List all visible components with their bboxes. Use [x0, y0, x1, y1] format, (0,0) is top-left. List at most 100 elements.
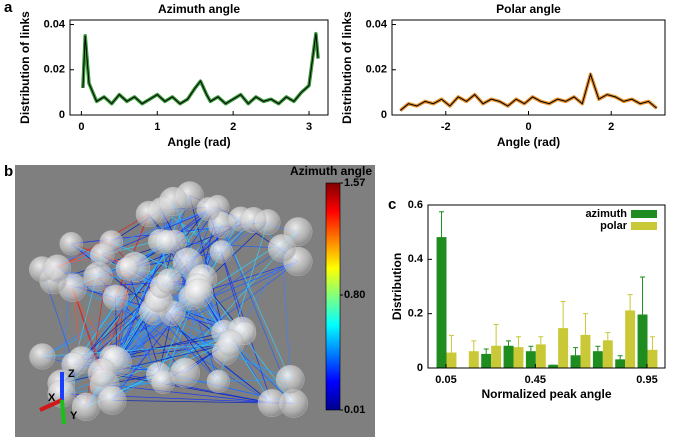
bar — [580, 334, 591, 369]
y-tick-label: 0.02 — [44, 64, 65, 76]
link — [281, 248, 291, 380]
link — [112, 261, 299, 360]
node — [155, 229, 180, 254]
y-tick-label: 0.04 — [366, 18, 388, 30]
node — [257, 389, 286, 418]
link — [191, 296, 294, 404]
error-bar — [493, 324, 499, 347]
node — [209, 240, 233, 264]
error-bar — [595, 345, 601, 352]
bar — [647, 349, 658, 369]
bar — [468, 351, 479, 369]
bar — [592, 351, 603, 369]
y-axis-label: Distribution of links — [340, 11, 354, 124]
x-axis-label: Angle (rad) — [167, 135, 230, 149]
network-render — [29, 181, 313, 421]
node — [89, 242, 115, 268]
error-bar — [627, 294, 633, 311]
node — [87, 358, 117, 388]
legend-label: polar — [600, 220, 628, 232]
node — [135, 200, 163, 228]
link — [41, 206, 218, 270]
link — [81, 241, 175, 361]
x-tick-label: 1 — [154, 121, 160, 133]
link — [198, 261, 299, 294]
plot-frame — [69, 19, 329, 116]
node — [43, 254, 71, 282]
chart-title: Azimuth angle — [158, 2, 240, 16]
plot-frame — [427, 204, 666, 369]
panel-label: b — [4, 163, 13, 180]
y-tick-label: 0.2 — [408, 308, 423, 320]
error-bar — [439, 211, 445, 238]
panel-label: a — [4, 0, 13, 16]
link — [112, 331, 224, 360]
error-bar — [617, 355, 623, 360]
error-bar — [506, 340, 512, 347]
legend-swatch — [631, 222, 657, 230]
line — [399, 72, 658, 111]
y-tick-label: 0 — [59, 109, 65, 121]
legend-label: azimuth — [585, 208, 627, 220]
node — [59, 232, 83, 256]
error-bar — [471, 340, 477, 352]
x-tick-label: 2 — [608, 121, 614, 133]
colorbar-tick-label: 1.57 — [344, 177, 365, 189]
link — [57, 206, 218, 269]
colorbar-tick-label: 0.80 — [344, 289, 365, 301]
node — [97, 386, 127, 415]
node — [102, 284, 129, 311]
node — [267, 234, 297, 263]
x-tick-label: 0 — [78, 121, 84, 133]
y-tick-label: 0.6 — [408, 199, 423, 211]
axis-arrow — [39, 398, 63, 412]
bar — [625, 310, 636, 369]
line-band — [399, 72, 658, 112]
bar — [446, 352, 457, 369]
y-tick-label: 0.02 — [366, 64, 387, 76]
x-tick-label: 0.95 — [636, 374, 657, 386]
node — [61, 352, 87, 377]
node — [240, 207, 267, 234]
bar — [503, 345, 514, 369]
colorbar-tick-label: 0.01 — [344, 404, 365, 416]
axis-arrow — [60, 399, 66, 425]
error-bar — [573, 347, 579, 356]
axis-label: Z — [68, 368, 75, 380]
node — [275, 364, 305, 394]
axis-label: X — [48, 392, 56, 404]
x-tick-label: 0 — [525, 121, 531, 133]
x-tick-label: 0.45 — [525, 374, 546, 386]
x-tick-label: 2 — [230, 121, 236, 133]
bar — [570, 355, 581, 369]
y-tick-label: 0 — [381, 109, 387, 121]
colorbar — [325, 182, 341, 411]
y-tick-label: 0.04 — [44, 18, 66, 30]
colorbar-title: Azimuth angle — [290, 164, 372, 178]
error-bar — [515, 336, 521, 348]
y-axis-label: Distribution — [390, 253, 404, 320]
link — [189, 195, 225, 333]
x-axis-label: Normalized peak angle — [481, 387, 611, 401]
error-bar — [528, 345, 534, 352]
panel-label: c — [388, 196, 396, 213]
bar — [615, 359, 626, 369]
node — [170, 357, 200, 388]
link — [101, 372, 272, 404]
x-axis-label: Angle (rad) — [497, 135, 560, 149]
legend-swatch — [631, 210, 657, 218]
bar — [637, 314, 648, 369]
line — [82, 33, 319, 105]
node — [206, 369, 230, 393]
node — [115, 256, 140, 281]
error-bar — [538, 336, 544, 345]
chart-title: Polar angle — [496, 2, 561, 16]
x-tick-label: 3 — [306, 121, 312, 133]
node — [217, 330, 245, 357]
bar — [525, 351, 536, 369]
x-tick-label: -2 — [441, 121, 451, 133]
bar — [535, 344, 546, 369]
bar — [513, 347, 524, 369]
